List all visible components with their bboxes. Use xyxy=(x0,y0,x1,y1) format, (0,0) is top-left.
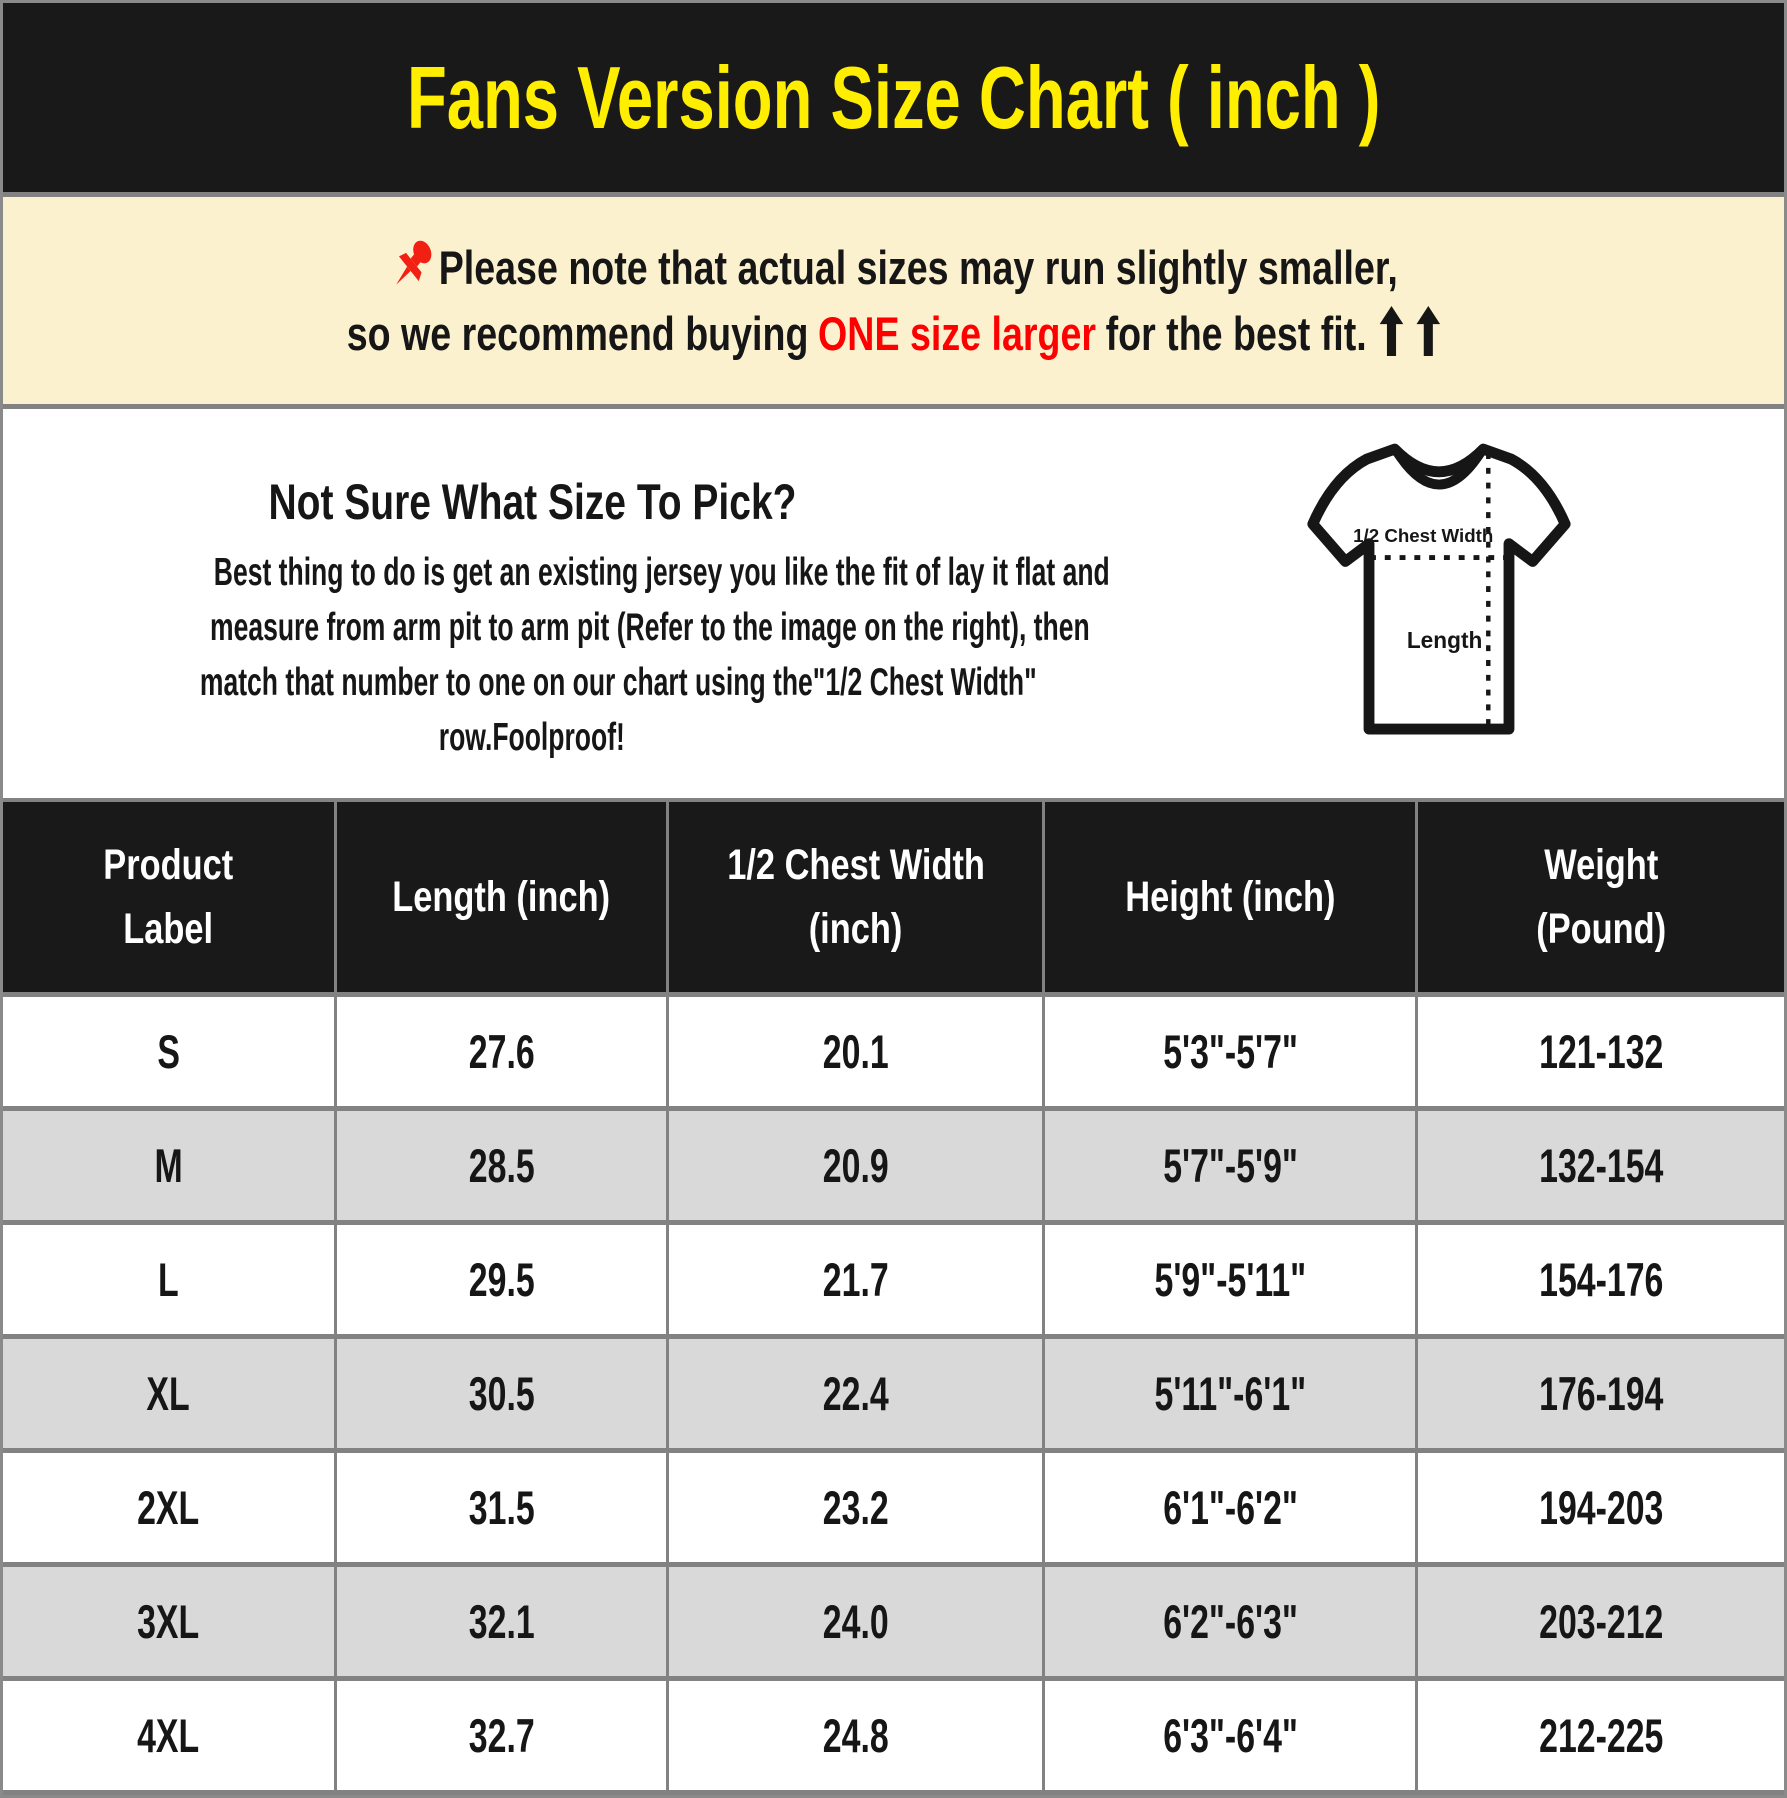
guide-heading: Not Sure What Size To Pick? xyxy=(267,474,797,530)
length-label: Length xyxy=(1407,627,1483,653)
length-cell: 32.1 xyxy=(333,1567,666,1676)
table-row-3xl: 3XL 32.1 24.0 6'2"-6'3" 203-212 xyxy=(3,1562,1784,1676)
table-row-4xl: 4XL 32.7 24.8 6'3"-6'4" 212-225 xyxy=(3,1676,1784,1790)
length-cell: 32.7 xyxy=(333,1681,666,1790)
chest-cell: 21.7 xyxy=(665,1225,1043,1334)
size-table: Product Label Length (inch) 1/2 Chest Wi… xyxy=(3,798,1784,1795)
weight-cell: 194-203 xyxy=(1415,1453,1784,1562)
weight-cell: 154-176 xyxy=(1415,1225,1784,1334)
chest-cell: 22.4 xyxy=(665,1339,1043,1448)
height-cell: 5'3"-5'7" xyxy=(1042,997,1415,1106)
length-cell: 29.5 xyxy=(333,1225,666,1334)
table-row-xl: XL 30.5 22.4 5'11"-6'1" 176-194 xyxy=(3,1334,1784,1448)
notice-text-2-before: so we recommend buying xyxy=(346,306,809,360)
tshirt-collar xyxy=(1392,448,1486,490)
size-label-cell: 3XL xyxy=(137,1595,200,1648)
weight-cell: 121-132 xyxy=(1415,997,1784,1106)
pushpin-icon xyxy=(396,240,432,285)
chest-cell: 23.2 xyxy=(665,1453,1043,1562)
height-cell: 5'9"-5'11" xyxy=(1042,1225,1415,1334)
table-row-s: S 27.6 20.1 5'3"-5'7" 121-132 xyxy=(3,992,1784,1106)
up-arrow-icon xyxy=(1379,305,1404,356)
guide-text-line: match that number to one on our chart us… xyxy=(199,661,1037,704)
table-row-2xl: 2XL 31.5 23.2 6'1"-6'2" 194-203 xyxy=(3,1448,1784,1562)
chest-cell: 20.9 xyxy=(665,1111,1043,1220)
height-cell: 5'7"-5'9" xyxy=(1042,1111,1415,1220)
chest-width-label: 1/2 Chest Width xyxy=(1353,525,1493,546)
title-banner: Fans Version Size Chart ( inch ) xyxy=(3,3,1784,192)
size-label-cell: S xyxy=(157,1025,180,1078)
guide-text-line: row.Foolproof! xyxy=(438,716,626,759)
height-cell: 6'1"-6'2" xyxy=(1042,1453,1415,1562)
size-label-cell: XL xyxy=(146,1367,191,1420)
height-cell: 6'2"-6'3" xyxy=(1042,1567,1415,1676)
chest-cell: 24.0 xyxy=(665,1567,1043,1676)
column-header-product-label: Product Label xyxy=(103,841,234,953)
column-header-height: Height (inch) xyxy=(1042,802,1415,992)
tshirt-outline xyxy=(1307,443,1571,735)
size-label-cell: M xyxy=(154,1139,183,1192)
size-label-cell: 4XL xyxy=(137,1709,200,1762)
one-size-larger-highlight: ONE size larger xyxy=(818,306,1096,360)
column-header-chest-width: 1/2 Chest Width (inch) xyxy=(665,802,1043,992)
weight-cell: 203-212 xyxy=(1415,1567,1784,1676)
table-row-l: L 29.5 21.7 5'9"-5'11" 154-176 xyxy=(3,1220,1784,1334)
section-divider xyxy=(3,404,1784,409)
guide-paragraph: Best thing to do is get an existing jers… xyxy=(3,545,1110,765)
section-divider xyxy=(3,192,1784,197)
height-cell: 6'3"-6'4" xyxy=(1042,1681,1415,1790)
tshirt-diagram: 1/2 Chest Width Length xyxy=(1307,443,1571,735)
size-label-cell: L xyxy=(158,1253,179,1306)
notice-banner: Please note that actual sizes may run sl… xyxy=(3,197,1784,404)
weight-cell: 176-194 xyxy=(1415,1339,1784,1448)
chest-cell: 20.1 xyxy=(665,997,1043,1106)
length-cell: 28.5 xyxy=(333,1111,666,1220)
column-header-weight: Weight (Pound) xyxy=(1415,802,1784,992)
guide-text-line: measure from arm pit to arm pit (Refer t… xyxy=(209,606,1090,649)
notice-text-2-after: for the best fit. xyxy=(1105,306,1367,360)
height-cell: 5'11"-6'1" xyxy=(1042,1339,1415,1448)
column-header-length: Length (inch) xyxy=(333,802,666,992)
page-title: Fans Version Size Chart ( inch ) xyxy=(406,47,1381,147)
length-cell: 27.6 xyxy=(333,997,666,1106)
notice-line-1: Please note that actual sizes may run sl… xyxy=(263,235,1524,301)
weight-cell: 132-154 xyxy=(1415,1111,1784,1220)
notice-text-1: Please note that actual sizes may run sl… xyxy=(438,240,1398,294)
sizing-guide-text: Not Sure What Size To Pick? Best thing t… xyxy=(3,409,1110,765)
weight-cell: 212-225 xyxy=(1415,1681,1784,1790)
length-cell: 30.5 xyxy=(333,1339,666,1448)
table-header-row: Product Label Length (inch) 1/2 Chest Wi… xyxy=(3,802,1784,992)
size-label-cell: 2XL xyxy=(137,1481,200,1534)
length-cell: 31.5 xyxy=(333,1453,666,1562)
table-row-m: M 28.5 20.9 5'7"-5'9" 132-154 xyxy=(3,1106,1784,1220)
tshirt-diagram-wrap: 1/2 Chest Width Length xyxy=(1301,435,1577,758)
notice-line-2: so we recommend buying ONE size larger for… xyxy=(210,301,1577,367)
guide-text-line: Best thing to do is get an existing jers… xyxy=(213,551,1110,594)
up-arrow-icon xyxy=(1416,305,1441,356)
chest-cell: 24.8 xyxy=(665,1681,1043,1790)
sizing-guide-section: Not Sure What Size To Pick? Best thing t… xyxy=(3,409,1784,798)
